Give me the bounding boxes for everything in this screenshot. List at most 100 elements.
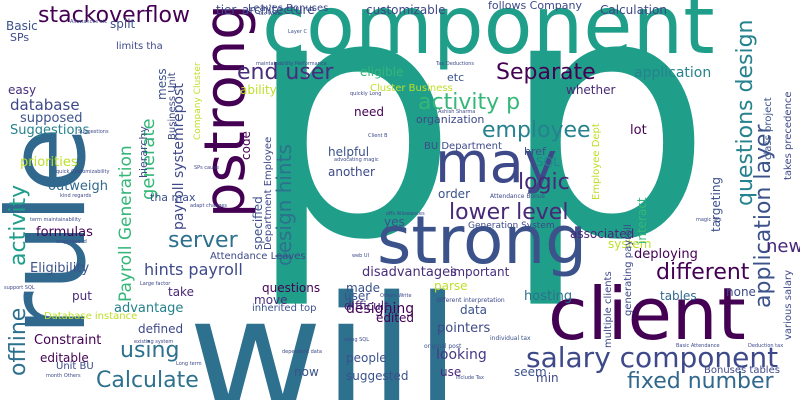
cloud-word: tier [216, 3, 237, 17]
cloud-word: need [354, 105, 384, 119]
cloud-word: Calculate [96, 368, 199, 393]
cloud-word: hosting [524, 289, 573, 304]
cloud-word: adapt changes [190, 203, 228, 209]
cloud-word: formulas [36, 225, 93, 240]
cloud-word: Bonuses tables [704, 365, 780, 376]
cloud-word: dependent data [282, 349, 322, 355]
cloud-word: architecture [242, 3, 315, 17]
cloud-word: people [346, 351, 387, 365]
cloud-word: user [344, 289, 371, 303]
cloud-word: min [536, 371, 559, 385]
cloud-word: Attendance Bonus [490, 193, 545, 200]
cloud-word: Database instance [44, 311, 138, 322]
cloud-word: move [254, 293, 288, 307]
cloud-word: interact [635, 197, 649, 244]
cloud-word: employee [482, 118, 591, 143]
cloud-word: limits tha [116, 41, 163, 52]
cloud-word: edited [376, 311, 415, 325]
cloud-word: Payroll Generation [116, 145, 136, 302]
cloud-word: split [110, 17, 136, 31]
cloud-word: fixed number [627, 369, 774, 394]
cloud-word: takes precedence [783, 91, 794, 180]
cloud-word: lower level [449, 200, 569, 225]
cloud-word: multiple clients [603, 271, 614, 348]
cloud-word: Layer C [288, 29, 308, 35]
cloud-word: Cluster Business [370, 83, 453, 94]
cloud-word: inherited top [252, 303, 317, 314]
cloud-word: various salary [783, 269, 794, 340]
cloud-word: Suggestions [10, 123, 90, 138]
cloud-word: quickly Long [350, 91, 382, 97]
cloud-word: whether [566, 83, 616, 97]
cloud-word: Company Cluster [193, 62, 203, 140]
cloud-word: BU Department [424, 141, 502, 152]
cloud-word: different interpretation [436, 297, 505, 304]
cloud-word: end user [237, 60, 334, 85]
cloud-word: Tax Write [258, 11, 282, 17]
cloud-word: data [460, 303, 488, 317]
cloud-word: parse [434, 279, 468, 293]
cloud-word: take [168, 285, 194, 299]
cloud-word: using [120, 338, 180, 363]
cloud-word: server [168, 228, 238, 253]
cloud-word: Others Write [380, 293, 412, 299]
cloud-word: design hints [272, 144, 296, 266]
cloud-word: looking [436, 347, 487, 363]
cloud-word: targeting [709, 176, 723, 232]
cloud-word: Calculation [600, 3, 667, 17]
cloud-word: ability [240, 83, 277, 97]
cloud-word: using SQL [344, 337, 369, 343]
cloud-word: none [726, 285, 756, 299]
cloud-word: Constraint [34, 333, 102, 348]
cloud-word: supposed [20, 111, 83, 126]
cloud-word: pointers [437, 321, 491, 336]
cloud-word: priorities [20, 155, 78, 170]
cloud-word: Attendance Leaves [210, 251, 306, 262]
cloud-word: code [239, 131, 253, 160]
cloud-word: Basic [6, 19, 38, 33]
cloud-word: p [246, 0, 459, 314]
cloud-word: outweigh [48, 179, 109, 194]
cloud-word: activity p [418, 90, 521, 115]
cloud-word: Unit BU [56, 361, 94, 372]
cloud-word: disadvantages [362, 265, 457, 280]
cloud-word: client [548, 272, 746, 356]
cloud-word: Eligibility [30, 261, 90, 276]
cloud-word: Separate [496, 60, 596, 85]
cloud-word: SPs cause [194, 165, 219, 171]
cloud-word: salary component [526, 341, 779, 374]
cloud-word: offs Allowances [386, 211, 425, 217]
cloud-word: Department Employee [263, 136, 274, 250]
cloud-word: employee id [56, 239, 87, 245]
cloud-word: component [262, 0, 715, 72]
cloud-word: Large factor [140, 281, 171, 287]
cloud-word: hierarchy [137, 126, 150, 178]
cloud-word: month Others [46, 373, 81, 379]
cloud-word: advocating magic [334, 157, 379, 163]
cloud-word: difficult [344, 299, 389, 313]
cloud-word: easy [8, 83, 37, 97]
cloud-word: eligible [360, 65, 404, 79]
cloud-word: maintainability Performance [256, 61, 327, 67]
cloud-word: lot [630, 123, 647, 138]
cloud-word: use [440, 365, 462, 379]
cloud-word: pstrong [193, 4, 258, 218]
cloud-word: strong [377, 202, 588, 279]
cloud-word: order [438, 187, 470, 201]
cloud-word: individual tax [490, 335, 531, 342]
cloud-word: database [10, 96, 80, 114]
cloud-word: include Tax [456, 375, 484, 381]
cloud-word: important [450, 265, 510, 279]
cloud-word: new [766, 236, 800, 257]
cloud-word: Client B [368, 133, 388, 139]
cloud-word: quick Customizability [56, 169, 110, 175]
cloud-word: helpful [328, 145, 370, 159]
cloud-word: customizable [366, 3, 446, 17]
cloud-word: Suggestions [78, 129, 109, 135]
cloud-word: SPs [10, 31, 30, 44]
cloud-word: will [188, 261, 461, 400]
cloud-word: generating payroll [623, 224, 634, 316]
cloud-word: hints payroll [144, 260, 243, 279]
cloud-word: class project [763, 97, 774, 160]
